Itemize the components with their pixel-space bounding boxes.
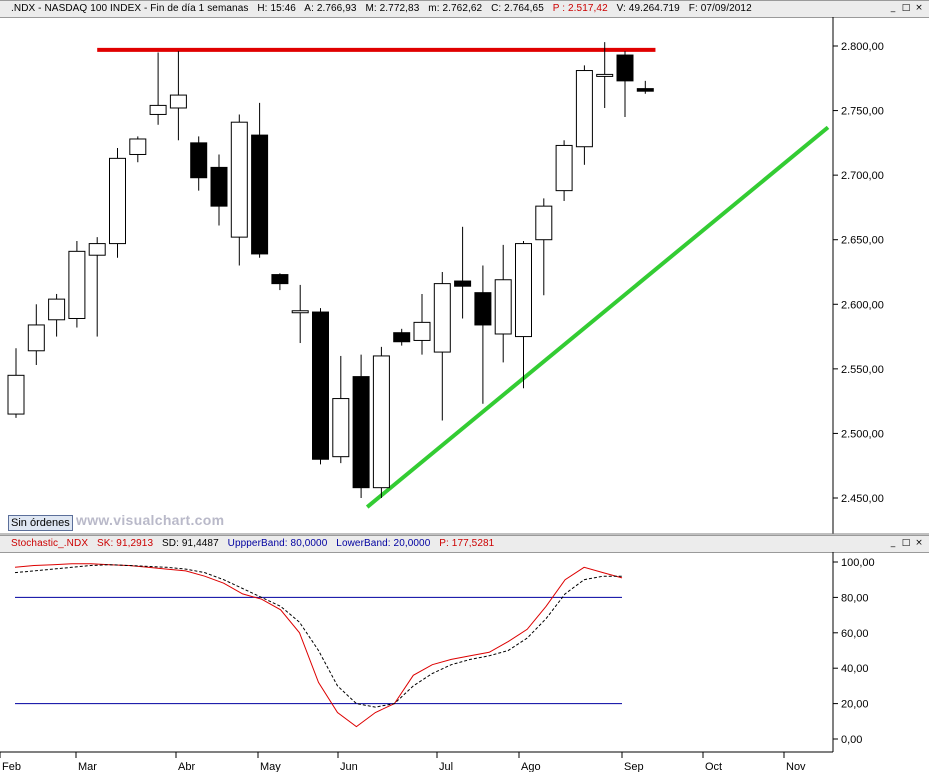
candle-down: [636, 88, 654, 92]
volume-readout: V: 49.264.719: [616, 3, 680, 14]
main-header-text: .NDX - NASDAQ 100 INDEX - Fin de día 1 s…: [11, 3, 758, 14]
candle-down: [251, 134, 269, 255]
sk-series-line: [14, 563, 623, 728]
candle-up: [230, 121, 248, 238]
time-tick-label: Jul: [439, 761, 453, 772]
upper-band-readout: UppperBand: 80,0000: [227, 538, 328, 549]
stochastic-header: Stochastic_.NDX SK: 91,2913 SD: 91,4487 …: [0, 535, 929, 553]
lower-band-readout: LowerBand: 20,0000: [336, 538, 431, 549]
time-tick-label: Feb: [2, 761, 21, 772]
price-chart: 2.450,00 2.500,00 2.550,00 2.600,00 2.650,00…: [0, 17, 929, 535]
sk-readout: SK: 91,2913: [96, 538, 154, 549]
price-tick-label: 2.700,00: [841, 170, 884, 182]
price-tick-label: 2.800,00: [841, 41, 884, 53]
price-readout: P : 2.517,42: [552, 3, 608, 14]
main-chart-header: .NDX - NASDAQ 100 INDEX - Fin de día 1 s…: [0, 0, 929, 18]
candle-up: [494, 279, 512, 335]
candle-up: [555, 144, 573, 192]
candle-down: [616, 54, 634, 82]
time-tick-label: Mar: [78, 761, 97, 772]
candle-down: [271, 274, 289, 285]
stoch-close-icon[interactable]: ×: [915, 538, 923, 548]
time-axis: Feb Mar Abr May Jun Jul Ago Sep Oct Nov: [0, 752, 806, 772]
candle-up: [27, 324, 45, 352]
time-tick-label: May: [260, 761, 281, 772]
open-readout: A: 2.766,93: [304, 3, 357, 14]
candle-up: [109, 157, 126, 245]
price-tick-label: 2.600,00: [841, 299, 884, 311]
minimize-icon[interactable]: _: [890, 3, 896, 13]
candle-up: [169, 94, 187, 109]
candle-up: [575, 70, 593, 148]
time-tick-label: Ago: [521, 761, 541, 772]
candle-up: [332, 398, 350, 458]
candle-down: [312, 311, 329, 460]
price-tick-label: 2.550,00: [841, 364, 884, 376]
candle-up: [535, 205, 553, 241]
candle-up: [596, 73, 614, 77]
price-tick-label: 2.500,00: [841, 428, 884, 440]
candle-up: [149, 104, 167, 115]
candle-down: [393, 332, 411, 343]
stoch-tick-label: 0,00: [841, 734, 862, 746]
candle-down: [210, 166, 228, 207]
sin-ordenes-button[interactable]: Sin órdenes: [8, 515, 73, 531]
stoch-tick-label: 60,00: [841, 628, 869, 640]
stoch-tick-label: 20,00: [841, 699, 869, 711]
candle-down: [474, 292, 492, 326]
stoch-minimize-icon[interactable]: _: [890, 538, 896, 548]
symbol-title: .NDX - NASDAQ 100 INDEX - Fin de día 1 s…: [11, 3, 249, 14]
time-tick-label: Oct: [705, 761, 722, 772]
trend-line: [365, 125, 830, 509]
candle-down: [352, 376, 370, 489]
high-readout: M: 2.772,83: [365, 3, 420, 14]
date-readout: F: 07/09/2012: [688, 3, 752, 14]
stoch-restore-icon[interactable]: □: [901, 538, 911, 548]
price-tick-label: 2.650,00: [841, 235, 884, 247]
time-tick-label: Nov: [786, 761, 806, 772]
time-tick-label: Abr: [178, 761, 195, 772]
candle-up: [515, 243, 532, 338]
time-tick-label: Sep: [624, 761, 644, 772]
candle-up: [129, 138, 147, 155]
stochastic-chart: 0,00 20,00 40,00 60,00 80,00 100,00: [0, 552, 875, 753]
candle-up: [433, 283, 451, 353]
close-readout: C: 2.764,65: [491, 3, 544, 14]
watermark-text: www.visualchart.com: [76, 512, 225, 528]
candle-up: [413, 321, 431, 341]
low-readout: m: 2.762,62: [428, 3, 483, 14]
stoch-tick-label: 40,00: [841, 663, 869, 675]
candle-down: [454, 280, 472, 287]
stochastic-header-text: Stochastic_.NDX SK: 91,2913 SD: 91,4487 …: [11, 538, 500, 549]
hour-readout: H: 15:46: [257, 3, 296, 14]
stoch-tick-label: 100,00: [841, 557, 875, 569]
close-icon[interactable]: ×: [915, 3, 923, 13]
stochastic-name: Stochastic_.NDX: [11, 538, 89, 549]
candle-up: [7, 374, 25, 415]
candle-down: [190, 142, 208, 179]
price-tick-label: 2.750,00: [841, 106, 884, 118]
candle-up: [372, 355, 390, 489]
price-tick-label: 2.450,00: [841, 493, 884, 505]
sd-readout: SD: 91,4487: [162, 538, 219, 549]
sd-series-line: [14, 564, 622, 708]
restore-icon[interactable]: □: [901, 3, 911, 13]
candle-up: [88, 243, 106, 256]
candle-up: [291, 310, 309, 314]
stoch-p-readout: P: 177,5281: [439, 538, 495, 549]
candle-up: [48, 298, 66, 321]
stoch-tick-label: 80,00: [841, 592, 869, 604]
candle-up: [68, 250, 86, 319]
time-tick-label: Jun: [340, 761, 358, 772]
